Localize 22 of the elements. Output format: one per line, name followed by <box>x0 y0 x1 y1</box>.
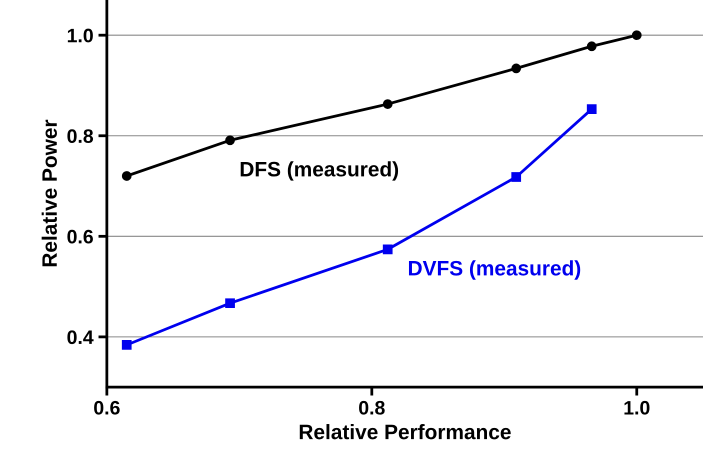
point <box>586 41 597 52</box>
point <box>511 172 522 182</box>
point <box>122 340 132 350</box>
point <box>382 99 393 109</box>
point <box>382 244 393 254</box>
y-tick-label: 0.6 <box>67 230 93 244</box>
point <box>225 135 235 146</box>
y-tick-label: 1.0 <box>68 28 93 42</box>
x-tick-label: 1.0 <box>624 400 650 415</box>
x-axis-title: Relative Performance <box>300 424 511 440</box>
y-tick-label: 0.8 <box>67 129 94 143</box>
point <box>632 30 642 40</box>
point <box>586 104 597 114</box>
point <box>511 64 522 74</box>
series-label: DFS (measured) <box>240 161 398 181</box>
point <box>225 298 235 308</box>
x-tick-label: 0.8 <box>359 400 385 415</box>
y-axis-title: Relative Power <box>42 120 57 266</box>
point <box>122 171 132 181</box>
x-tick-label: 0.6 <box>94 400 120 415</box>
series-label: DVFS (measured) <box>408 260 580 280</box>
y-tick-label: 0.4 <box>67 330 94 344</box>
